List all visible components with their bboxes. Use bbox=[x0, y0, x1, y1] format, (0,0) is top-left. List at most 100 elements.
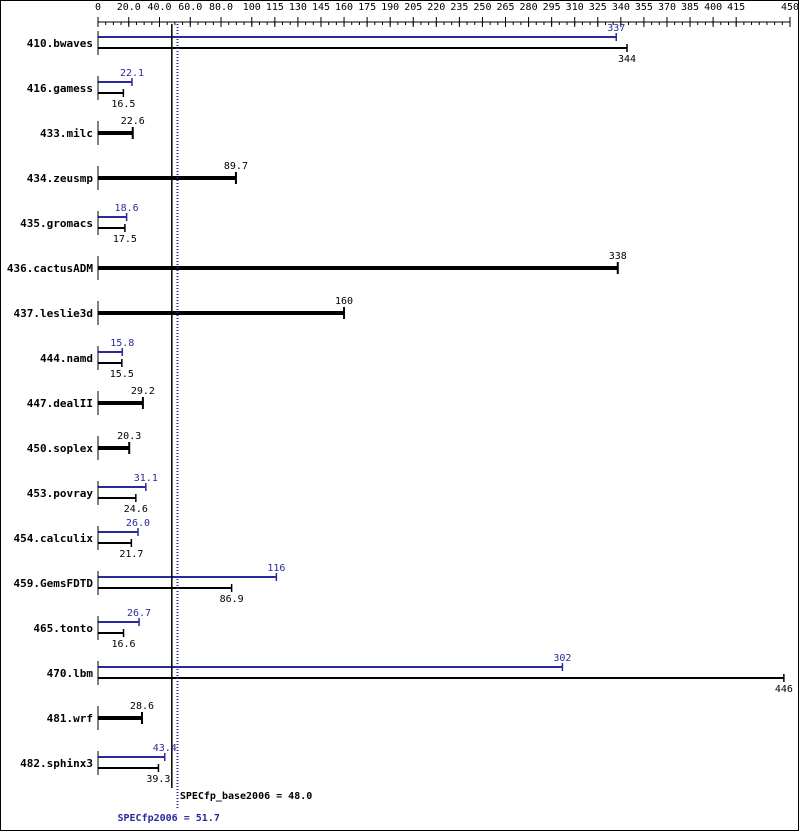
bar bbox=[98, 176, 236, 180]
bar bbox=[98, 351, 123, 353]
value-label: 24.6 bbox=[124, 504, 148, 515]
value-label: 39.3 bbox=[146, 774, 170, 785]
bar bbox=[98, 401, 143, 405]
x-tick-label: 40.0 bbox=[147, 2, 171, 13]
value-label: 16.6 bbox=[111, 639, 135, 650]
x-tick-label: 130 bbox=[289, 2, 307, 13]
category-label: 410.bwaves bbox=[27, 37, 93, 50]
value-label: 86.9 bbox=[220, 594, 244, 605]
bar bbox=[98, 446, 130, 450]
reference-label: SPECfp_base2006 = 48.0 bbox=[180, 791, 312, 802]
category-label: 436.cactusADM bbox=[7, 262, 93, 275]
category-label: 481.wrf bbox=[47, 712, 93, 725]
bar bbox=[98, 81, 132, 83]
bar bbox=[98, 531, 138, 533]
category-label: 447.dealII bbox=[27, 397, 93, 410]
value-label: 160 bbox=[335, 296, 353, 307]
value-label: 29.2 bbox=[131, 386, 155, 397]
x-tick-label: 385 bbox=[681, 2, 699, 13]
x-tick-label: 190 bbox=[381, 2, 399, 13]
x-tick-label: 0 bbox=[95, 2, 101, 13]
value-label: 43.4 bbox=[153, 743, 177, 754]
x-tick-label: 205 bbox=[404, 2, 422, 13]
bar bbox=[98, 587, 232, 589]
category-label: 433.milc bbox=[40, 127, 93, 140]
category-label: 482.sphinx3 bbox=[20, 757, 93, 770]
value-label: 337 bbox=[607, 23, 625, 34]
value-label: 22.1 bbox=[120, 68, 144, 79]
category-label: 459.GemsFDTD bbox=[14, 577, 94, 590]
bar bbox=[98, 227, 125, 229]
category-label: 453.povray bbox=[27, 487, 94, 500]
x-tick-label: 310 bbox=[566, 2, 584, 13]
x-tick-label: 280 bbox=[520, 2, 538, 13]
value-label: 89.7 bbox=[224, 161, 248, 172]
bar bbox=[98, 497, 136, 499]
value-label: 18.6 bbox=[115, 203, 139, 214]
bar bbox=[98, 621, 140, 623]
value-label: 26.7 bbox=[127, 608, 151, 619]
x-tick-label: 220 bbox=[427, 2, 445, 13]
category-label: 470.lbm bbox=[47, 667, 94, 680]
category-label: 434.zeusmp bbox=[27, 172, 94, 185]
x-tick-label: 175 bbox=[358, 2, 376, 13]
value-label: 15.8 bbox=[110, 338, 134, 349]
bar bbox=[98, 216, 127, 218]
value-label: 21.7 bbox=[119, 549, 143, 560]
bar bbox=[98, 767, 159, 769]
bar bbox=[98, 362, 122, 364]
x-tick-label: 100 bbox=[243, 2, 261, 13]
category-label: 454.calculix bbox=[14, 532, 94, 545]
bar bbox=[98, 311, 345, 315]
x-tick-label: 80.0 bbox=[209, 2, 233, 13]
x-tick-label: 265 bbox=[496, 2, 514, 13]
category-label: 465.tonto bbox=[33, 622, 93, 635]
reference-label: SPECfp2006 = 51.7 bbox=[118, 813, 220, 824]
value-label: 26.0 bbox=[126, 518, 150, 529]
category-label: 435.gromacs bbox=[20, 217, 93, 230]
bar bbox=[98, 576, 277, 578]
bar bbox=[98, 542, 132, 544]
bar bbox=[98, 131, 133, 135]
x-tick-label: 400 bbox=[704, 2, 722, 13]
x-tick-label: 160 bbox=[335, 2, 353, 13]
value-label: 17.5 bbox=[113, 234, 137, 245]
bar bbox=[98, 92, 124, 94]
value-label: 31.1 bbox=[134, 473, 158, 484]
value-label: 15.5 bbox=[110, 369, 134, 380]
x-tick-label: 115 bbox=[266, 2, 284, 13]
x-tick-label: 60.0 bbox=[178, 2, 202, 13]
bar bbox=[98, 47, 627, 49]
value-label: 116 bbox=[267, 563, 285, 574]
x-tick-label: 235 bbox=[450, 2, 468, 13]
x-tick-label: 450 bbox=[781, 2, 799, 13]
bar bbox=[98, 666, 563, 668]
value-label: 20.3 bbox=[117, 431, 141, 442]
bar bbox=[98, 677, 784, 679]
value-label: 16.5 bbox=[111, 99, 135, 110]
x-tick-label: 145 bbox=[312, 2, 330, 13]
bar bbox=[98, 36, 617, 38]
value-label: 22.6 bbox=[121, 116, 145, 127]
x-tick-label: 370 bbox=[658, 2, 676, 13]
value-label: 446 bbox=[775, 684, 793, 695]
x-tick-label: 325 bbox=[589, 2, 607, 13]
x-tick-label: 355 bbox=[635, 2, 653, 13]
value-label: 28.6 bbox=[130, 701, 154, 712]
category-label: 437.leslie3d bbox=[14, 307, 93, 320]
category-label: 444.namd bbox=[40, 352, 93, 365]
bar bbox=[98, 486, 146, 488]
category-label: 450.soplex bbox=[27, 442, 94, 455]
x-tick-label: 415 bbox=[727, 2, 745, 13]
category-label: 416.gamess bbox=[27, 82, 93, 95]
bar bbox=[98, 716, 142, 720]
value-label: 344 bbox=[618, 54, 636, 65]
x-tick-label: 250 bbox=[473, 2, 491, 13]
x-tick-label: 295 bbox=[543, 2, 561, 13]
x-tick-label: 340 bbox=[612, 2, 630, 13]
x-tick-label: 20.0 bbox=[117, 2, 141, 13]
value-label: 302 bbox=[553, 653, 571, 664]
value-label: 338 bbox=[609, 251, 627, 262]
bar bbox=[98, 632, 124, 634]
